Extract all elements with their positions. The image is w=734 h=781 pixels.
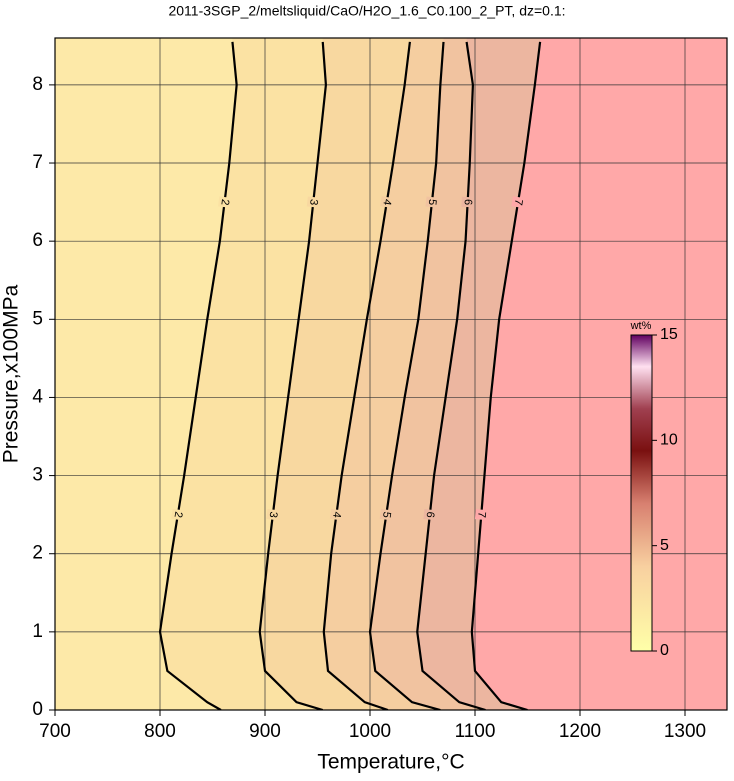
contour-label-bg (423, 509, 437, 521)
contour-label: 2 (218, 198, 231, 206)
overlay: 700 800 900 1000 1100 1200 1300 0 1 2 3 4 5 6 7 8 0 5 10 15 (32, 37, 728, 742)
y-tick-label: 5 (32, 308, 43, 329)
contour-line (322, 41, 411, 710)
y-tick-label: 7 (32, 152, 43, 173)
y-tick-label: 2 (32, 543, 43, 564)
colorbar-tick-label: 0 (660, 642, 669, 659)
colorbar-tick-label: 10 (660, 432, 678, 449)
contour-line (416, 41, 486, 710)
contour-line (158, 41, 238, 710)
contour-label: 5 (380, 511, 393, 519)
contour-label: 6 (424, 511, 437, 518)
y-tick-label: 8 (32, 74, 43, 95)
contour-label: 7 (475, 511, 487, 518)
x-tick-label: 800 (144, 721, 176, 742)
contour-line (470, 41, 542, 710)
contour-label-bg (425, 196, 439, 208)
x-tick-label: 900 (249, 721, 281, 742)
contour-label: 5 (426, 198, 439, 205)
contour-label-bg (474, 509, 488, 521)
contour-label-bg (511, 196, 525, 208)
y-tick-label: 6 (32, 230, 43, 251)
plot-area: 2 2 3 3 4 4 5 5 6 6 7 7 (55, 38, 727, 710)
contour-label-bg (329, 508, 344, 521)
y-tick-label: 4 (32, 386, 43, 407)
x-tick-label: 1000 (349, 721, 391, 742)
x-tick-label: 1200 (559, 721, 601, 742)
contour-label: 2 (172, 511, 185, 519)
colorbar-tick-label: 15 (660, 326, 678, 343)
x-tick-label: 1300 (664, 721, 706, 742)
y-tick-label: 3 (32, 465, 43, 486)
contour-label-bg (380, 196, 394, 208)
contour-label: 4 (380, 198, 393, 206)
contour-label-bg (266, 508, 280, 521)
plot-frame (54, 37, 728, 711)
colorbar-tick-label: 5 (660, 537, 669, 554)
chart-title: 2011-3SGP_2/meltsliquid/CaO/H2O_1.6_C0.1… (168, 3, 565, 19)
contour-label: 3 (307, 198, 320, 205)
contour-fill (471, 38, 727, 710)
y-axis-label: Pressure,x100MPa (0, 284, 23, 463)
contour-label-bg (461, 196, 474, 208)
contour-label-bg (218, 196, 232, 208)
x-axis-label: Temperature,°C (317, 751, 464, 774)
contour-label-bg (379, 508, 393, 521)
contour-label-bg (306, 196, 320, 208)
x-tick-label: 700 (39, 721, 71, 742)
colorbar (630, 334, 653, 652)
contour-label: 6 (462, 199, 474, 206)
contour-line (258, 41, 328, 710)
x-tick-label: 1100 (455, 721, 496, 742)
colorbar-label: wt% (630, 320, 652, 332)
contour-label: 4 (330, 511, 343, 519)
y-tick-label: 1 (32, 621, 43, 642)
contour-label-bg (171, 508, 185, 521)
contour-line (368, 41, 445, 710)
contour-label: 3 (267, 511, 280, 519)
y-tick-label: 0 (32, 699, 43, 720)
contour-label: 7 (512, 198, 525, 206)
